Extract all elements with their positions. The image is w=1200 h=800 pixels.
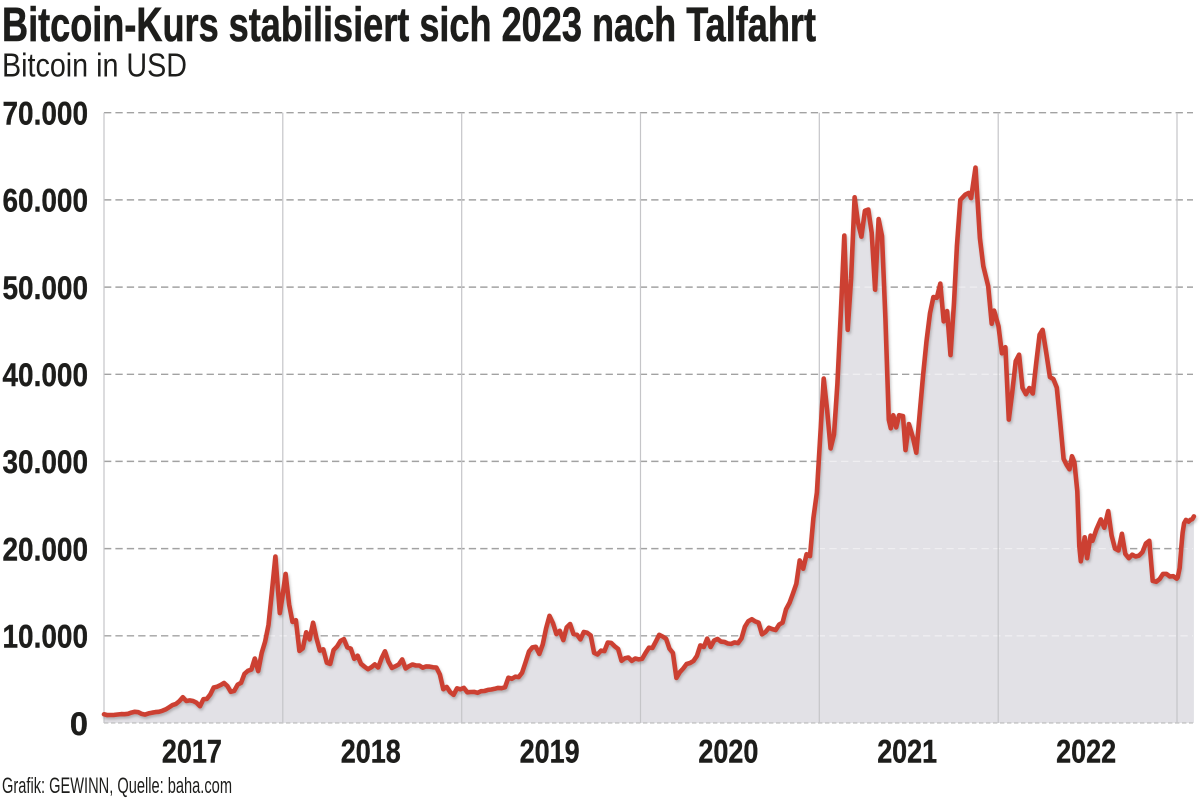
svg-text:30.000: 30.000: [3, 444, 89, 480]
svg-text:2018: 2018: [341, 734, 401, 770]
svg-text:40.000: 40.000: [3, 357, 89, 393]
svg-text:Bitcoin-Kurs stabilisiert sich: Bitcoin-Kurs stabilisiert sich 2023 nach…: [2, 0, 816, 52]
svg-text:2020: 2020: [698, 734, 758, 770]
svg-text:Bitcoin in USD: Bitcoin in USD: [2, 47, 187, 84]
svg-text:2021: 2021: [877, 734, 937, 770]
svg-text:Grafik: GEWINN, Quelle: baha.c: Grafik: GEWINN, Quelle: baha.com: [2, 773, 232, 798]
svg-text:2017: 2017: [162, 734, 222, 770]
svg-text:10.000: 10.000: [3, 619, 89, 655]
svg-text:0: 0: [70, 706, 88, 742]
svg-text:60.000: 60.000: [3, 183, 89, 219]
svg-text:20.000: 20.000: [3, 531, 89, 567]
svg-text:2022: 2022: [1056, 734, 1116, 770]
svg-text:70.000: 70.000: [3, 96, 89, 132]
svg-text:2019: 2019: [520, 734, 580, 770]
svg-text:50.000: 50.000: [3, 270, 89, 306]
